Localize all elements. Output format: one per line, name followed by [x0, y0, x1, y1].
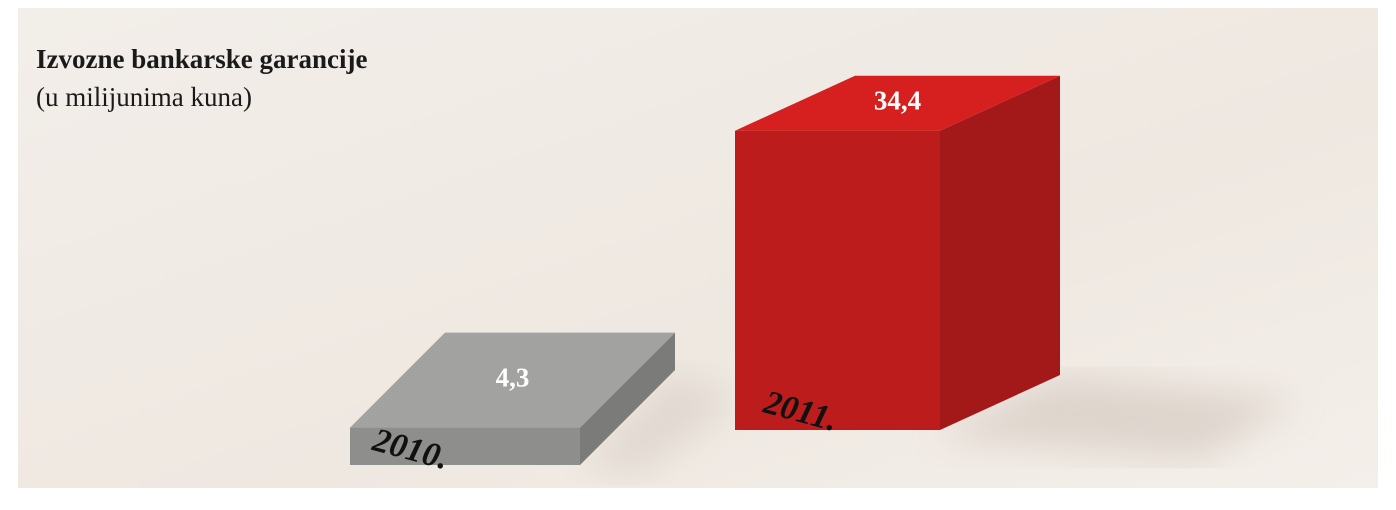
chart-title: Izvozne bankarske garancije [36, 44, 367, 74]
chart-subtitle: (u milijunima kuna) [36, 82, 252, 112]
block-top [350, 332, 675, 428]
shadow [580, 370, 740, 475]
bar [735, 130, 940, 430]
value-label: 4,3 [496, 362, 530, 392]
value-label: 34,4 [874, 85, 921, 115]
block-side [940, 75, 1060, 430]
block-side [580, 332, 675, 465]
shadow [940, 375, 1300, 460]
block-top [735, 75, 1060, 131]
bar [350, 427, 580, 465]
